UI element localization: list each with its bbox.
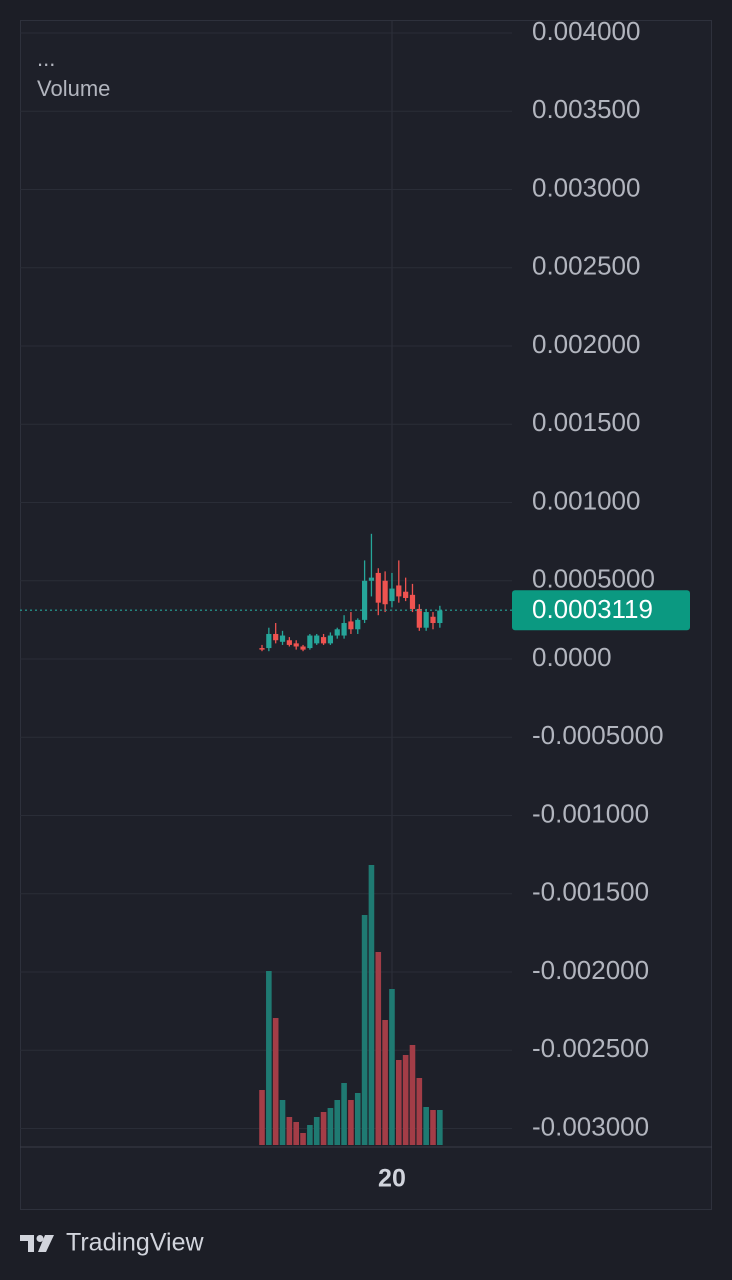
- candle-body: [409, 594, 416, 609]
- volume-bar: [354, 1093, 361, 1145]
- y-tick-label: -0.002000: [532, 955, 649, 985]
- candle-body: [320, 637, 327, 644]
- candle-body: [334, 629, 340, 636]
- candle-body: [430, 616, 436, 624]
- candle-body: [382, 580, 388, 605]
- volume-bar: [279, 1100, 286, 1145]
- y-tick-label: -0.001000: [532, 798, 649, 828]
- candle-body: [266, 633, 272, 649]
- y-tick-label: 0.004000: [532, 16, 640, 46]
- candle-body: [307, 635, 313, 649]
- candle-body: [396, 585, 402, 597]
- candle-body: [416, 608, 422, 628]
- candle-body: [355, 619, 361, 630]
- volume-bar: [327, 1108, 334, 1145]
- candle-body: [300, 646, 306, 650]
- candle-body: [293, 643, 299, 647]
- y-tick-label: -0.003000: [532, 1111, 649, 1141]
- volume-bar: [375, 952, 382, 1145]
- brand-logo: [20, 1235, 54, 1252]
- volume-bar: [334, 1100, 341, 1145]
- candle-body: [259, 648, 265, 650]
- volume-bar: [389, 989, 395, 1145]
- last-price-label: 0.0003119: [532, 594, 653, 624]
- candle-body: [341, 623, 347, 636]
- y-tick-label: 0.003000: [532, 172, 640, 202]
- volume-bar: [313, 1117, 320, 1145]
- volume-bar: [320, 1112, 327, 1145]
- volume-bar: [423, 1107, 429, 1145]
- candle-body: [327, 635, 333, 644]
- y-tick-label: 0.0005000: [532, 564, 655, 594]
- candle-body: [348, 621, 354, 630]
- candle-body: [314, 635, 320, 644]
- candle-body: [403, 591, 409, 598]
- volume-bar: [272, 1018, 279, 1145]
- volume-bar: [402, 1055, 409, 1145]
- candle-body: [389, 588, 395, 602]
- y-tick-label: -0.002500: [532, 1033, 649, 1063]
- candle-body: [437, 610, 443, 624]
- volume-bar: [409, 1045, 416, 1145]
- volume-bar: [286, 1117, 293, 1145]
- volume-bar: [348, 1100, 354, 1145]
- brand-name: TradingView: [66, 1229, 205, 1257]
- y-tick-label: -0.001500: [532, 877, 649, 907]
- y-tick-label: -0.0005000: [532, 720, 664, 750]
- volume-bar: [361, 915, 368, 1145]
- volume-bar: [437, 1110, 443, 1145]
- indicator-label: Volume: [37, 76, 110, 101]
- volume-bar: [293, 1122, 299, 1145]
- candle-body: [362, 580, 368, 620]
- candle-body: [286, 640, 292, 645]
- volume-bar: [368, 865, 375, 1145]
- volume-bar: [259, 1090, 265, 1145]
- candle-body: [273, 633, 279, 641]
- y-tick-label: 0.001500: [532, 407, 640, 437]
- volume-bar: [266, 971, 272, 1145]
- candle-body: [423, 612, 429, 628]
- candle-body: [368, 577, 375, 581]
- volume-bar: [307, 1125, 313, 1145]
- y-tick-label: 0.003500: [532, 94, 640, 124]
- candle-body: [375, 572, 381, 603]
- volume-bar: [341, 1083, 347, 1145]
- y-tick-label: 0.002500: [532, 251, 640, 281]
- volume-bar: [396, 1060, 402, 1145]
- volume-bar: [430, 1110, 436, 1145]
- indicator-menu[interactable]: ...: [37, 46, 55, 71]
- x-tick-label: 20: [378, 1165, 406, 1193]
- last-price-badge: [512, 590, 690, 631]
- volume-bar: [382, 1020, 388, 1145]
- volume-bar: [300, 1133, 306, 1145]
- volume-bar: [416, 1078, 423, 1145]
- y-tick-label: 0.0000: [532, 642, 612, 672]
- candle-body: [279, 635, 286, 642]
- y-tick-label: 0.002000: [532, 329, 640, 359]
- y-tick-label: 0.001000: [532, 485, 640, 515]
